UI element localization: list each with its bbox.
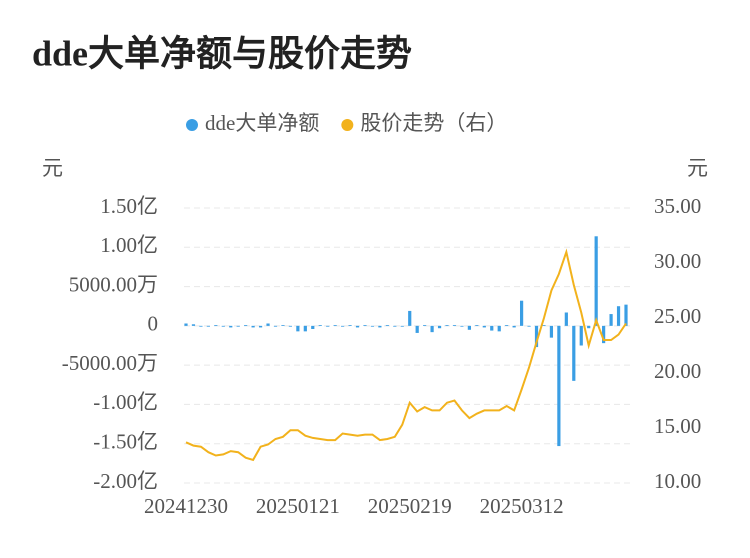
bar: [318, 325, 322, 326]
y-tick-label: -2.00亿: [93, 469, 158, 493]
bar: [288, 325, 293, 327]
bar: [572, 325, 576, 381]
y2-tick-label: 10.00: [654, 469, 701, 493]
x-tick-label: 20250121: [256, 494, 340, 518]
y2-tick-label: 30.00: [654, 249, 701, 273]
bar: [616, 306, 621, 326]
bar: [341, 325, 345, 327]
bar: [393, 325, 397, 327]
bar: [482, 325, 486, 328]
bar: [460, 325, 464, 327]
bar: [490, 325, 494, 331]
bar: [408, 310, 412, 326]
bar: [519, 300, 524, 326]
y2-tick-label: 20.00: [654, 359, 701, 383]
bar: [236, 325, 240, 327]
bar: [348, 325, 352, 326]
bar: [244, 325, 248, 326]
bar: [326, 325, 330, 327]
bar: [512, 325, 516, 328]
y-tick-label: 1.00亿: [100, 233, 158, 257]
bar: [191, 324, 196, 326]
bar: [333, 325, 337, 326]
bar: [214, 325, 218, 326]
bar: [423, 325, 427, 326]
bar: [549, 325, 554, 338]
y-tick-label: -1.50亿: [93, 430, 158, 454]
bar: [229, 325, 233, 328]
y-tick-label: 1.50亿: [100, 194, 158, 218]
x-tick-label: 20250219: [368, 494, 452, 518]
bar: [281, 325, 285, 326]
bar: [199, 325, 203, 327]
x-tick-label: 20250312: [480, 494, 564, 518]
bar: [273, 325, 278, 327]
y2-tick-label: 35.00: [654, 194, 701, 218]
x-tick-label: 20241230: [144, 494, 228, 518]
bar: [542, 325, 546, 326]
y-tick-label: 0: [148, 312, 159, 336]
bar: [363, 325, 367, 326]
bar: [415, 325, 419, 333]
bar: [378, 325, 382, 328]
y-unit: 元: [42, 156, 63, 180]
bar: [475, 325, 479, 326]
bar: [534, 325, 539, 348]
price-line: [185, 248, 627, 462]
legend-marker: [186, 119, 198, 131]
bar: [579, 325, 583, 346]
bar: [385, 325, 389, 326]
y2-tick-label: 15.00: [654, 414, 701, 438]
bar: [452, 325, 457, 326]
chart-title: dde大单净额与股价走势: [32, 33, 412, 73]
bar: [497, 325, 501, 332]
bar: [587, 325, 591, 329]
bar: [624, 304, 628, 326]
bar: [602, 325, 606, 344]
bar: [311, 325, 315, 329]
bar: [557, 325, 561, 447]
y-tick-label: -1.00亿: [93, 390, 158, 414]
bar: [258, 325, 263, 328]
bar: [594, 236, 598, 326]
bar: [206, 325, 210, 327]
legend-label: dde大单净额: [205, 111, 319, 135]
bar: [251, 325, 255, 328]
bar: [437, 325, 442, 329]
y2-unit: 元: [687, 156, 708, 180]
bar: [355, 325, 360, 328]
bar: [296, 325, 300, 332]
bar: [430, 325, 434, 333]
legend-marker: [341, 119, 354, 131]
bar: [221, 325, 225, 327]
bar: [609, 314, 613, 326]
bar: [564, 312, 568, 326]
y2-tick-label: 25.00: [654, 304, 701, 328]
bar: [505, 325, 509, 326]
y-tick-label: 5000.00万: [69, 272, 158, 296]
bar: [370, 325, 375, 327]
bar: [467, 325, 471, 330]
bar: [400, 325, 404, 327]
bar: [445, 325, 449, 326]
bar: [303, 325, 307, 332]
bar: [527, 325, 531, 327]
y-tick-label: -5000.00万: [62, 351, 158, 375]
bar: [266, 323, 270, 326]
bar: [184, 323, 188, 326]
legend-label: 股价走势（右）: [360, 111, 507, 135]
